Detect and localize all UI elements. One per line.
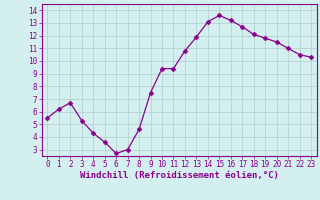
X-axis label: Windchill (Refroidissement éolien,°C): Windchill (Refroidissement éolien,°C) bbox=[80, 171, 279, 180]
